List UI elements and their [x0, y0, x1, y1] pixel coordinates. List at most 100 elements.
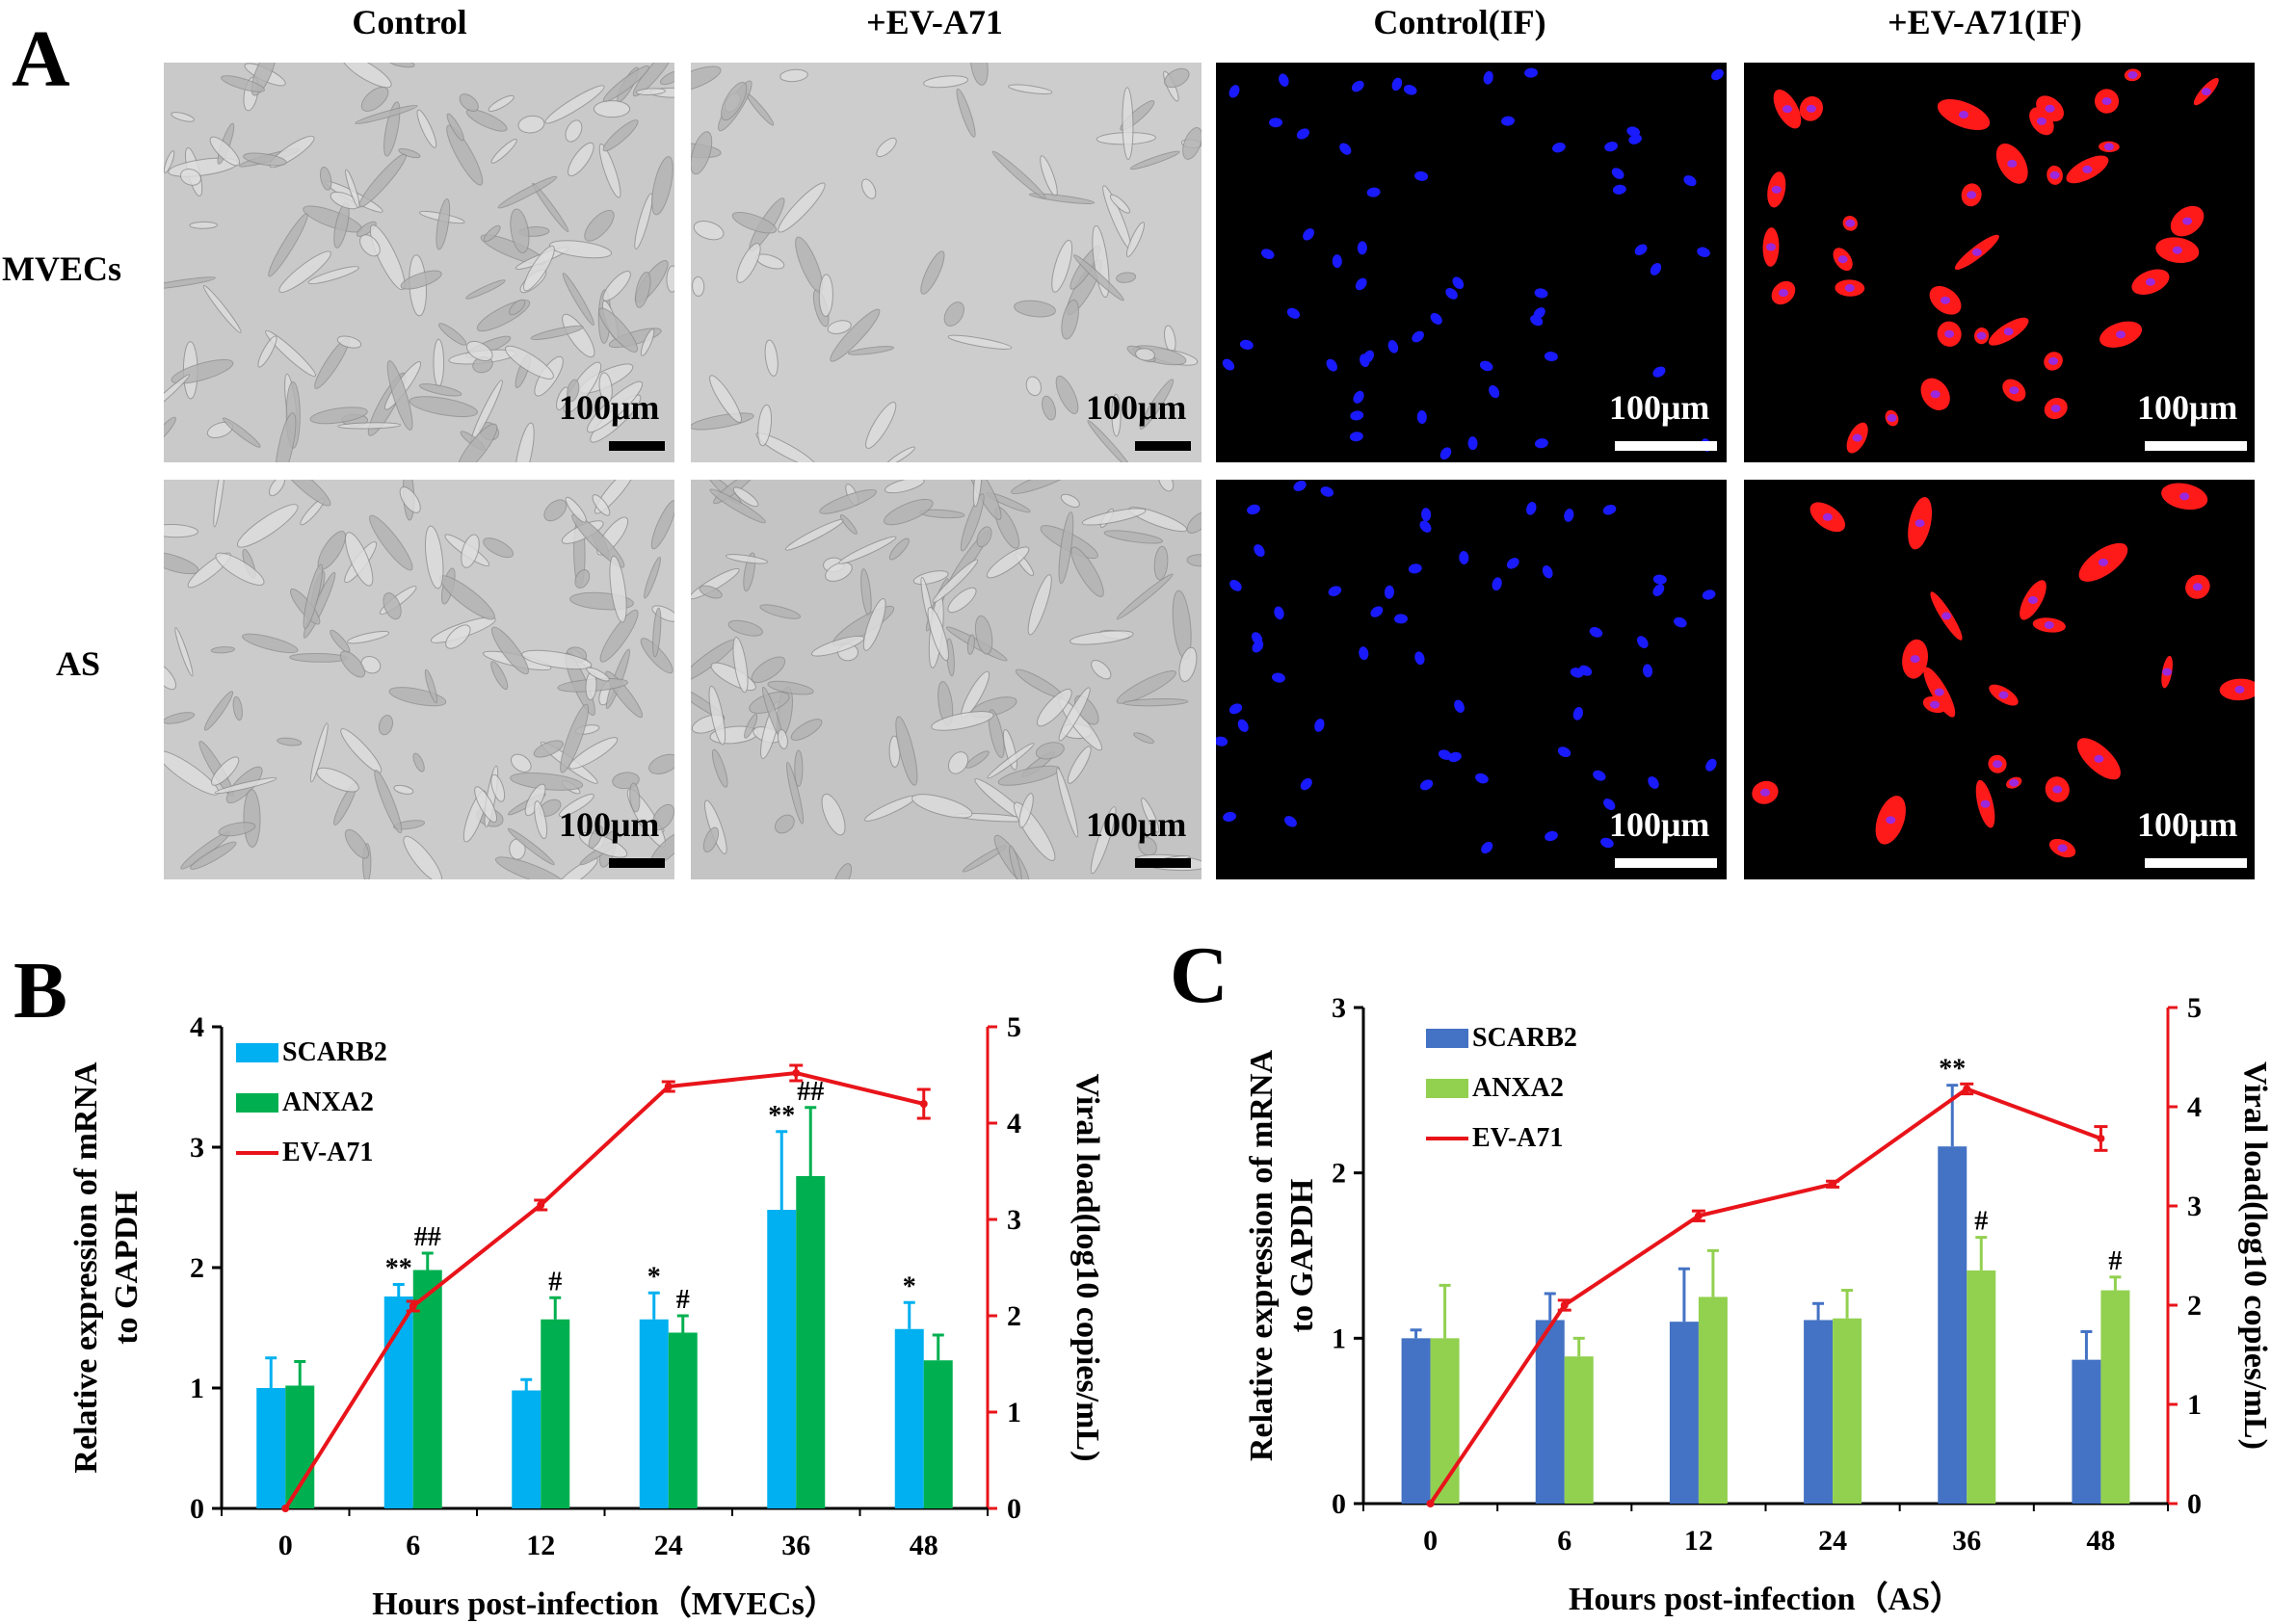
panel-letter: C — [1170, 930, 1228, 1020]
nucleus-spot — [1416, 409, 1427, 424]
cell-texture — [369, 224, 406, 291]
nucleus-spot — [1430, 312, 1442, 326]
nucleus-spot — [1279, 73, 1289, 87]
cell-texture — [383, 101, 401, 157]
cell-texture — [465, 340, 493, 362]
cell-texture — [1138, 836, 1157, 856]
y2-tick-label: 2 — [1007, 1300, 1021, 1332]
cell-texture — [1070, 546, 1104, 597]
cell-texture — [400, 270, 442, 290]
scale-bar — [2145, 858, 2247, 868]
y-tick-label: 4 — [190, 1011, 204, 1043]
line-point — [537, 1201, 545, 1209]
cell-texture — [1027, 574, 1052, 636]
cell-texture — [164, 374, 191, 420]
nucleus-spot — [1222, 358, 1235, 371]
cell-texture — [494, 856, 565, 879]
scale-label: 100μm — [1086, 388, 1187, 427]
bar-anxa2 — [412, 1270, 442, 1508]
cell-texture — [709, 375, 742, 423]
cell-texture — [164, 276, 216, 290]
cell-texture — [691, 65, 722, 92]
y2-tick-label: 1 — [2187, 1389, 2202, 1421]
cell-texture — [388, 63, 415, 68]
cell-texture — [424, 668, 438, 704]
nucleus-spot — [1993, 760, 2003, 769]
cell-texture — [1139, 379, 1175, 431]
legend-swatch — [1426, 1029, 1468, 1048]
cell-texture — [164, 662, 176, 691]
nucleus-spot — [1421, 508, 1432, 522]
bar-scarb2 — [2072, 1359, 2101, 1504]
nucleus-spot — [1602, 504, 1617, 515]
nucleus-spot — [1915, 519, 1925, 528]
nucleus-spot — [1600, 837, 1614, 849]
cell-texture — [1058, 511, 1074, 585]
cell-texture — [997, 765, 1061, 786]
bar-scarb2 — [639, 1319, 669, 1508]
nucleus-spot — [1228, 85, 1240, 98]
significance-mark: # — [1974, 1207, 1988, 1237]
x-tick-label: 24 — [654, 1530, 683, 1561]
y2-tick-label: 4 — [2187, 1091, 2202, 1123]
cell-texture — [339, 650, 366, 678]
cell-texture — [1008, 84, 1053, 95]
cell-texture — [777, 728, 788, 749]
cell-texture — [278, 250, 331, 293]
nucleus-spot — [2101, 97, 2112, 106]
cell-texture — [1058, 687, 1091, 742]
scale-bar — [609, 441, 665, 451]
cell-texture — [548, 240, 612, 259]
nucleus-spot — [1384, 585, 1394, 599]
cell-texture — [721, 81, 748, 121]
bar-anxa2 — [1833, 1318, 1862, 1504]
cell-texture — [490, 626, 529, 675]
nucleus-spot — [2103, 143, 2114, 151]
cell-texture — [1116, 272, 1137, 283]
cell-texture — [174, 627, 194, 677]
nucleus-spot — [2057, 844, 2068, 852]
y-axis-title-line: Relative expression of mRNA — [68, 1061, 104, 1474]
cell-texture — [736, 243, 761, 283]
y-tick-label: 2 — [190, 1252, 204, 1284]
cell-texture — [265, 329, 316, 378]
nucleus-spot — [1366, 187, 1381, 197]
significance-mark: * — [647, 1262, 661, 1292]
line-ev-a71 — [283, 1070, 925, 1510]
panel-letter: B — [13, 946, 67, 1035]
nucleus-spot — [1782, 105, 1792, 114]
nucleus-spot — [1702, 589, 1716, 600]
cell-texture — [862, 598, 886, 651]
line-point — [1694, 1212, 1703, 1220]
cell-texture — [213, 480, 225, 528]
nucleus-spot — [1944, 329, 1955, 338]
cell-texture — [839, 514, 858, 535]
nucleus-spot — [2094, 754, 2104, 763]
scale-bar — [1615, 858, 1717, 868]
cell-texture — [164, 150, 175, 173]
cell-texture — [966, 634, 975, 655]
cell-texture — [574, 569, 591, 589]
nucleus-spot — [1355, 277, 1367, 291]
nucleus-spot — [1976, 331, 1987, 340]
panel-a-letter: A — [12, 14, 70, 104]
cell-texture — [1009, 845, 1022, 879]
cell-texture — [534, 800, 548, 840]
nucleus-spot — [1534, 288, 1548, 299]
nucleus-spot — [1652, 366, 1666, 378]
cell-texture — [644, 556, 661, 599]
nucleus-spot — [1564, 509, 1574, 522]
nucleus-spot — [1589, 627, 1603, 638]
legend-label: EV-A71 — [1472, 1123, 1563, 1153]
cell-texture — [497, 175, 558, 209]
line-point — [409, 1302, 417, 1310]
cell-texture — [303, 563, 324, 630]
cell-texture — [648, 753, 674, 774]
y-tick-label: 2 — [1332, 1158, 1346, 1190]
nucleus-spot — [1252, 640, 1264, 653]
cell-texture — [510, 208, 530, 253]
cell-texture — [727, 619, 763, 637]
nucleus-spot — [2027, 595, 2038, 604]
nucleus-spot — [1359, 646, 1369, 661]
y2-tick-label: 5 — [2187, 992, 2202, 1024]
